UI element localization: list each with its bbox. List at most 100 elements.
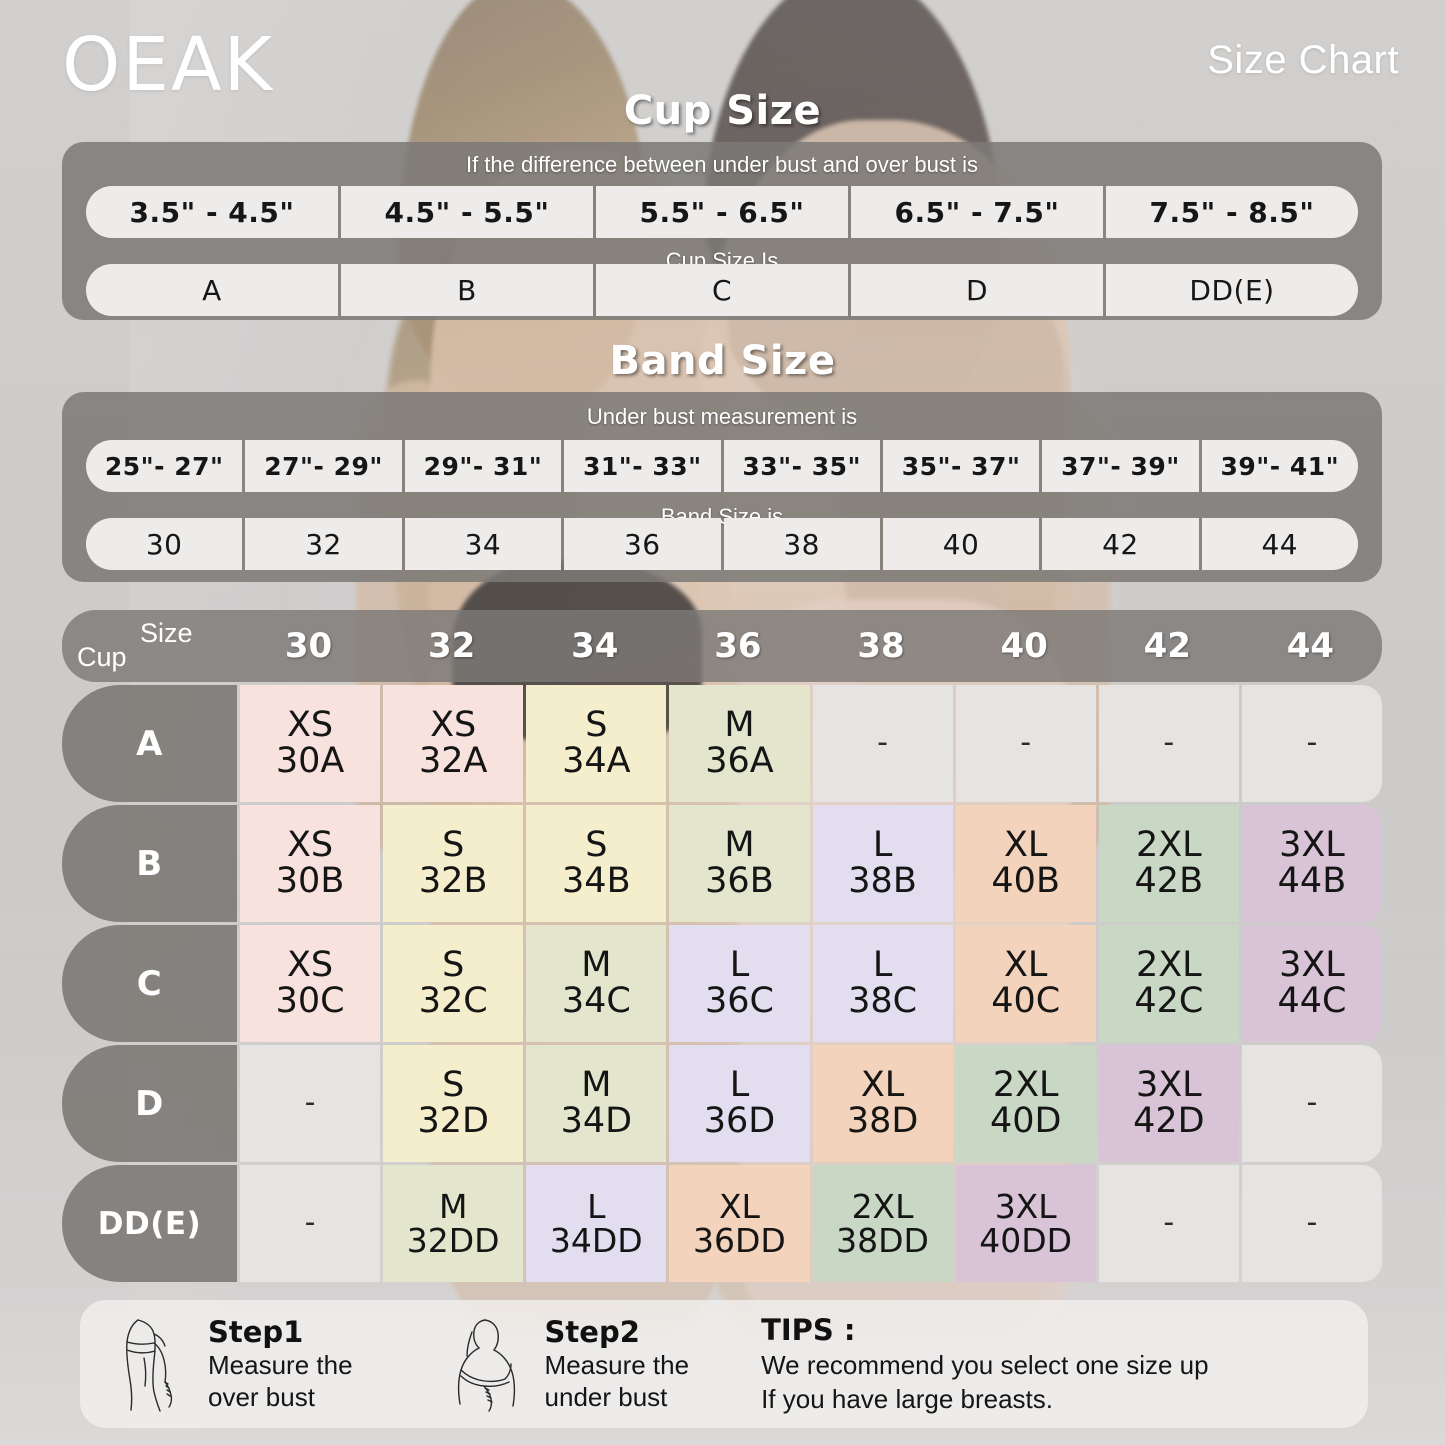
size-matrix-cell-size: XS: [286, 824, 334, 865]
band-range-cell: 39"- 41": [1201, 440, 1358, 492]
size-matrix-row-label: C: [62, 925, 237, 1042]
size-matrix-cell-size: S: [585, 704, 608, 745]
size-matrix-cell: M 36B: [669, 805, 810, 922]
band-range-cell: 37"- 39": [1042, 440, 1199, 492]
size-matrix-cell: XS 30A: [240, 685, 381, 802]
size-matrix-cell: XL 38D: [812, 1045, 953, 1162]
size-matrix-cell-code: 44B: [1277, 860, 1347, 901]
cup-value-row: A B C D DD(E): [62, 264, 1382, 316]
size-matrix-row-label: A: [62, 685, 237, 802]
size-matrix-cell: 2XL 40D: [955, 1045, 1096, 1162]
size-matrix-cell-code: 36D: [703, 1100, 776, 1141]
size-matrix-cell: 2XL 42B: [1098, 805, 1239, 922]
size-matrix-cell-code: 36C: [704, 980, 774, 1021]
band-range-cell: 33"- 35": [723, 440, 880, 492]
step1-block: Step1 Measure the over bust: [102, 1312, 353, 1416]
size-matrix-cell: M 34D: [526, 1045, 667, 1162]
size-matrix-row: D - S 32D M 34D L 36D XL 38D 2XL 40D 3XL 42D -: [62, 1045, 1382, 1162]
over-bust-measure-icon: [126, 1319, 173, 1412]
size-matrix-cell-size: XS: [286, 944, 334, 985]
size-matrix-cell-size: 3XL: [1279, 824, 1345, 865]
size-matrix-cell-code: 32D: [417, 1100, 489, 1141]
step1-title: Step1: [208, 1314, 304, 1349]
size-matrix-cell-code: 42B: [1134, 860, 1204, 901]
band-value-cell: 40: [882, 518, 1040, 570]
size-matrix-cell-size: 3XL: [1279, 944, 1345, 985]
band-value-cell: 36: [564, 518, 721, 570]
brand-logo: OEAK: [62, 22, 275, 108]
corner-size-label: Size: [140, 618, 193, 648]
size-matrix-corner: Size Cup: [62, 610, 237, 682]
cup-value-cell: C: [596, 264, 848, 316]
cup-range-cell: 3.5" - 4.5": [86, 186, 338, 238]
band-note-top: Under bust measurement is: [586, 404, 858, 429]
size-matrix-cell: S 34B: [526, 805, 667, 922]
size-matrix-empty-dash: -: [1163, 1205, 1175, 1241]
size-matrix-cell: 3XL 40DD: [955, 1165, 1096, 1282]
size-matrix: Size Cup 30 32 34 36 38 40 42 44 A XS 30A X…: [62, 610, 1382, 1282]
size-matrix-row: C XS 30C S 32C M 34C L 36C L 38C XL 40C 2XL 42C 3XL 44C: [62, 925, 1382, 1042]
size-matrix-empty-dash: -: [1306, 725, 1318, 761]
step2-block: Step2 Measure the under bust: [439, 1312, 689, 1416]
size-matrix-cell-code: 34C: [561, 980, 631, 1021]
cup-range-cell: 6.5" - 7.5": [851, 186, 1103, 238]
size-matrix-row-label: B: [62, 805, 237, 922]
size-matrix-cell: L 38C: [812, 925, 953, 1042]
size-matrix-cell: L 34DD: [526, 1165, 667, 1282]
size-matrix-cell-code: 30A: [275, 740, 345, 781]
size-matrix-col-header: 32: [428, 626, 476, 666]
size-matrix-cell-size: 3XL: [1135, 1064, 1202, 1105]
size-matrix-cell-code: 38B: [848, 860, 917, 901]
size-matrix-cell: -: [1241, 1165, 1382, 1282]
size-matrix-cell-code: 40D: [989, 1100, 1062, 1141]
size-matrix-cell-size: XS: [430, 704, 477, 745]
tips-body: We recommend you select one size up If y…: [761, 1349, 1209, 1414]
size-matrix-row: DD(E) - M 32DD L 34DD XL 36DD 2XL 38DD 3XL 40DD - -: [62, 1165, 1382, 1282]
cup-value-cell: D: [851, 264, 1103, 316]
size-matrix-cell: 3XL 42D: [1098, 1045, 1239, 1162]
size-matrix-cell: -: [1098, 1165, 1239, 1282]
size-matrix-empty-dash: -: [1306, 1085, 1318, 1121]
cup-value-cell: DD(E): [1106, 264, 1358, 316]
size-matrix-cell-size: 2XL: [1135, 824, 1202, 865]
cup-range-cell: 5.5" - 6.5": [596, 186, 848, 238]
size-matrix-cell-code: 40B: [991, 860, 1060, 901]
band-range-cell: 27"- 29": [245, 440, 402, 492]
size-matrix-empty-dash: -: [1306, 1205, 1318, 1241]
size-matrix-cell-code: 42D: [1133, 1100, 1205, 1141]
size-matrix-row: B XS 30B S 32B S 34B M 36B L 38B XL 40B 2XL 42B 3XL 44B: [62, 805, 1382, 922]
size-matrix-cell: 2XL 38DD: [812, 1165, 953, 1282]
size-matrix-cell-code: 44C: [1277, 980, 1347, 1021]
size-matrix-cell: -: [1241, 1045, 1382, 1162]
size-matrix-cell-size: XS: [286, 704, 334, 745]
size-matrix-cell-size: 3XL: [994, 1186, 1057, 1226]
band-value-cell: 34: [404, 518, 562, 570]
measuring-instructions-bar: Step1 Measure the over bust: [80, 1300, 1368, 1428]
size-matrix-cell-size: L: [729, 1064, 750, 1105]
size-matrix-empty-dash: -: [304, 1205, 316, 1241]
size-matrix-cell: -: [1098, 685, 1239, 802]
size-matrix-cell-code: 32B: [418, 860, 488, 901]
band-range-cell: 25"- 27": [86, 440, 243, 492]
corner-cup-label: Cup: [77, 642, 127, 672]
size-matrix-cell-code: 36B: [705, 860, 774, 901]
band-value-cell: 38: [723, 518, 880, 570]
size-matrix-cell-code: 30B: [275, 860, 345, 901]
size-matrix-cell-code: 34A: [562, 740, 631, 781]
size-matrix-cell: XS 32A: [383, 685, 524, 802]
band-value-cell: 42: [1042, 518, 1199, 570]
size-matrix-cell-size: 2XL: [851, 1186, 914, 1226]
cup-range-cell: 7.5" - 8.5": [1106, 186, 1358, 238]
size-matrix-row: A XS 30A XS 32A S 34A M 36A - - - -: [62, 685, 1382, 802]
size-matrix-cell-code: 40DD: [979, 1220, 1073, 1260]
size-matrix-cell-size: M: [581, 944, 612, 985]
page-title: Size Chart: [1207, 38, 1399, 82]
size-matrix-cell: 3XL 44B: [1241, 805, 1382, 922]
size-matrix-row-label: D: [62, 1045, 237, 1162]
size-matrix-cell-size: 2XL: [1135, 944, 1202, 985]
size-matrix-cell: -: [812, 685, 953, 802]
size-matrix-cell-code: 34DD: [549, 1220, 643, 1260]
size-matrix-cell-size: S: [442, 944, 465, 985]
size-matrix-cell: -: [955, 685, 1096, 802]
